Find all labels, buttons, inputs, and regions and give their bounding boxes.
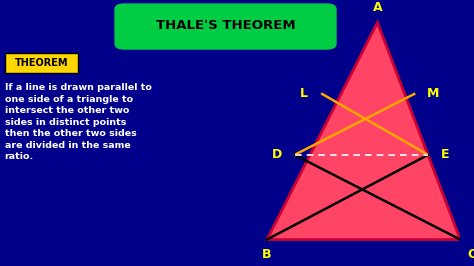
Text: A: A (373, 2, 382, 14)
Text: L: L (300, 88, 308, 101)
FancyBboxPatch shape (115, 4, 336, 49)
Text: D: D (272, 148, 282, 161)
Text: E: E (441, 148, 450, 161)
Text: C: C (467, 248, 474, 261)
Bar (5, 53, 78, 73)
Text: M: M (427, 88, 439, 101)
Text: THALE'S THEOREM: THALE'S THEOREM (156, 19, 295, 32)
Polygon shape (267, 23, 460, 240)
Text: THEOREM: THEOREM (15, 58, 68, 68)
Text: If a line is drawn parallel to
one side of a triangle to
intersect the other two: If a line is drawn parallel to one side … (5, 84, 152, 161)
Text: B: B (262, 248, 272, 261)
